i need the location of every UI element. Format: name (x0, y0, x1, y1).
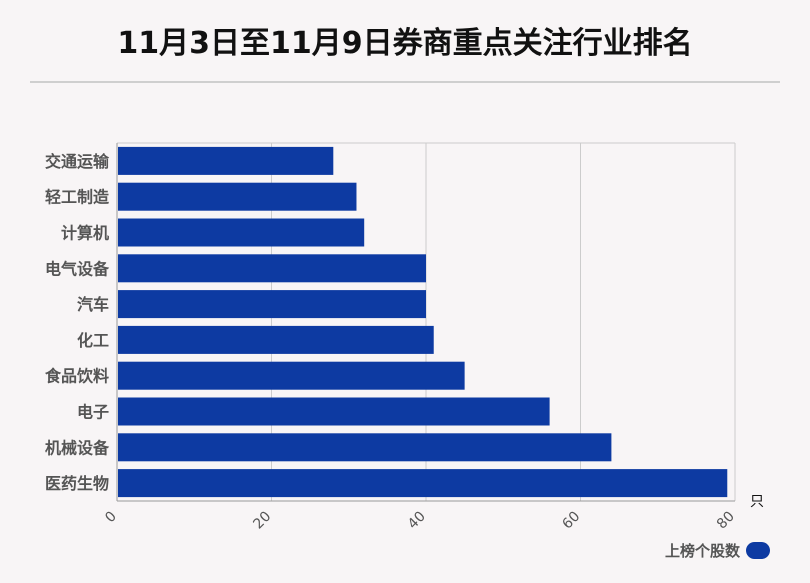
x-tick-label: 40 (405, 509, 429, 533)
x-tick-label: 80 (714, 509, 738, 533)
bar[interactable] (118, 254, 426, 283)
legend-label: 上榜个股数 (664, 542, 740, 560)
tick-label-layer: 0 20 40 60 80 (102, 509, 738, 533)
bar[interactable] (118, 290, 426, 319)
bar[interactable] (118, 146, 334, 175)
category-label: 轻工制造 (45, 188, 110, 207)
chart-title: 11月3日至11月9日券商重点关注行业排名 (117, 26, 693, 61)
category-label: 汽车 (77, 295, 109, 314)
bar[interactable] (118, 218, 365, 247)
category-label: 电子 (77, 403, 109, 422)
x-tick-label: 60 (559, 509, 583, 533)
bar[interactable] (118, 433, 612, 462)
x-tick-label: 0 (102, 509, 120, 527)
category-label: 化工 (77, 331, 109, 350)
bar[interactable] (118, 361, 465, 390)
bar[interactable] (118, 182, 357, 211)
x-axis-unit-label: 只 (750, 494, 764, 510)
category-label: 食品饮料 (44, 367, 109, 386)
bar[interactable] (118, 469, 728, 498)
x-tick-label: 20 (250, 509, 274, 533)
legend-swatch (746, 542, 770, 559)
category-label: 计算机 (61, 224, 109, 243)
bar[interactable] (118, 325, 434, 354)
category-label: 电气设备 (45, 259, 110, 278)
legend[interactable]: 上榜个股数 (665, 540, 770, 561)
category-label: 医药生物 (45, 474, 109, 493)
bar[interactable] (118, 397, 550, 426)
category-label: 交通运输 (45, 152, 110, 171)
bar-layer (118, 146, 728, 498)
title-divider (30, 81, 780, 83)
category-label: 机械设备 (45, 438, 110, 457)
